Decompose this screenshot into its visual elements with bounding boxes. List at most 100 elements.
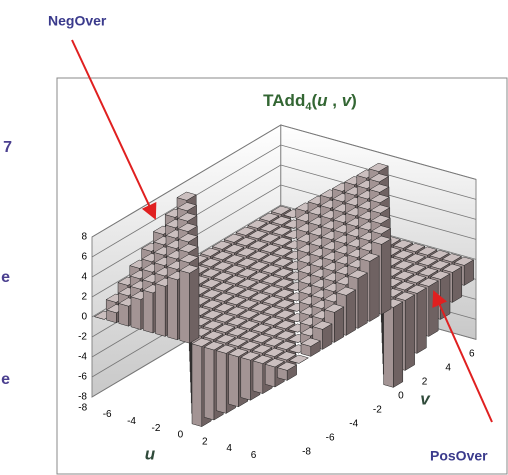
bar-top [429,249,450,259]
bar-top [238,320,260,330]
bar-front [167,276,178,341]
bar-top [239,330,260,340]
bar-top [227,327,248,337]
y-tick-label: -8 [302,446,311,457]
bar-top [250,313,272,323]
x-tick-label: 6 [251,450,257,461]
bar-top [274,299,295,309]
bar-top [236,247,257,257]
bar-top [177,222,199,232]
bar-top [369,204,391,214]
bar-top [223,244,245,254]
bar-front [179,270,190,344]
bar-top [215,334,236,344]
bar-top [288,354,310,364]
annotation: PosOver [430,448,488,464]
bar-side [452,266,463,303]
bar-top [240,351,261,361]
bar-top [213,282,234,292]
bar-top [214,303,235,313]
bar-top [248,261,270,271]
bar-top [264,358,286,368]
bar-top [202,310,223,320]
bar-top [394,291,416,301]
bar-top [430,270,451,280]
bar-top [235,237,257,247]
bar-top [213,292,235,302]
bar-top [176,191,197,201]
bar-top [259,233,281,243]
bar-top [237,289,259,299]
chart-title: TAdd4(u , v) [263,91,357,112]
bar-top [300,337,321,347]
bar-top [273,268,294,278]
bar-top [369,183,390,193]
bar-top [249,271,270,281]
x-tick-label: 0 [178,430,184,441]
bar-top [247,219,268,229]
bar-top [251,344,273,354]
bar-top [201,289,223,299]
bar-top [200,258,221,268]
bar [382,298,404,388]
bar-top [225,275,246,285]
bar-top [263,327,284,337]
bar-front [203,346,215,421]
bar-top [237,278,258,288]
bar-top [370,214,391,224]
bar-top [263,337,285,347]
bar-top [252,354,273,364]
bar-front [216,350,227,414]
bar-front [191,343,203,427]
title-part: u [317,91,328,110]
bar-top [271,236,293,246]
bar-top [335,286,357,296]
bar-top [262,295,283,305]
bar-top [273,278,295,288]
bar-top [394,281,415,291]
bar-top [214,313,236,323]
bar-front [155,283,166,337]
title-part: TAdd [263,91,305,110]
bar-top [359,252,380,262]
bar-side [189,267,200,344]
bar-top [441,263,463,273]
bar-top [370,225,392,235]
annotation-arrow [71,39,157,220]
bar-front [383,304,394,388]
bar-top [177,212,198,222]
bar-top [236,268,258,278]
bar-top [176,202,198,212]
x-tick-label: -8 [78,402,87,413]
z-tick-label: 4 [81,272,87,283]
bar [276,361,298,381]
x-axis-label: u [145,444,156,463]
bar-side [345,289,356,336]
x-tick-label: 2 [202,436,208,447]
bar-top [225,296,247,306]
y-tick-label: 2 [422,376,428,387]
bar-top [276,361,298,371]
bar-top [238,299,259,309]
x-tick-label: -2 [152,423,161,434]
bar-top [272,247,293,257]
bar-top [178,254,200,264]
bar-top [215,344,237,354]
bar-top [227,348,249,358]
bar-top [203,341,225,351]
bar-side [416,287,427,354]
bar-top [202,320,224,330]
bar-top [369,194,391,204]
bar-top [368,162,389,172]
y-tick-label: 4 [445,362,451,373]
bar-top [347,269,369,279]
bar-side [381,238,392,315]
bar-top [276,351,297,361]
bar-top [272,257,294,267]
bar-top [271,226,293,236]
y-axis-label: v [420,389,431,408]
bar-top [226,316,248,326]
clipped-text: 7 [3,139,12,156]
bar-top [393,260,415,270]
